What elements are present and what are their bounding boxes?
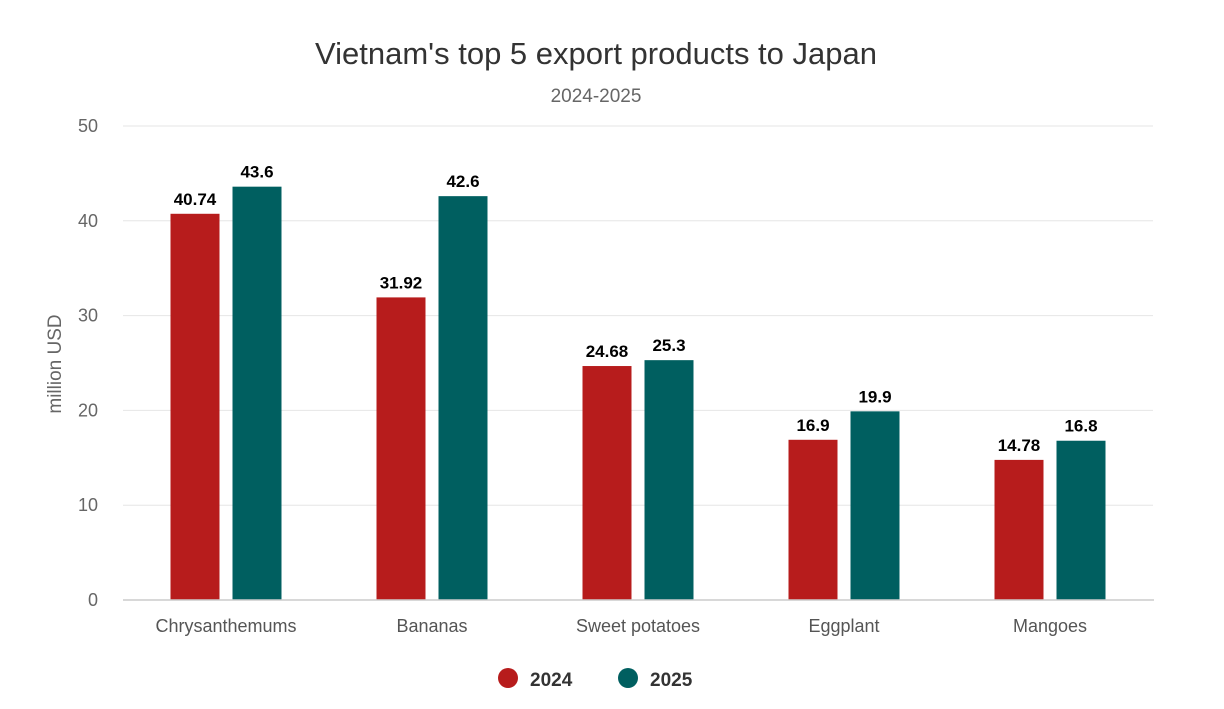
x-axis: Chrysanthemums Bananas Sweet potatoes Eggpl…: [123, 599, 1154, 636]
bar-2024-eggplant[interactable]: [788, 439, 838, 600]
legend-item-2025[interactable]: 2025: [618, 668, 693, 691]
data-label: 42.6: [446, 172, 479, 191]
bars: [170, 186, 1106, 601]
y-tick-label: 0: [88, 590, 98, 610]
x-tick-label: Eggplant: [808, 616, 879, 636]
data-label: 16.9: [796, 416, 829, 435]
bar-2025-eggplant[interactable]: [850, 411, 900, 600]
legend-label: 2024: [530, 670, 573, 691]
x-tick-label: Bananas: [396, 616, 467, 636]
legend: 2024 2025: [498, 668, 693, 691]
legend-marker: [498, 668, 518, 688]
bar-2024-bananas[interactable]: [376, 297, 426, 600]
x-tick-label: Sweet potatoes: [576, 616, 700, 636]
chart-subtitle: 2024-2025: [551, 86, 642, 107]
bar-2025-sweet-potatoes[interactable]: [644, 360, 694, 600]
data-label: 24.68: [586, 342, 629, 361]
data-label: 43.6: [240, 163, 273, 182]
bar-2025-bananas[interactable]: [438, 196, 488, 601]
bar-2025-mangoes[interactable]: [1056, 440, 1106, 600]
chart-title: Vietnam's top 5 export products to Japan: [315, 36, 877, 71]
gridlines: 0 10 20 30 40 50: [78, 116, 1153, 610]
y-axis-label: million USD: [45, 314, 66, 413]
y-tick-label: 30: [78, 306, 98, 326]
bar-2024-chrysanthemums[interactable]: [170, 213, 220, 601]
legend-item-2024[interactable]: 2024: [498, 668, 573, 691]
data-label: 16.8: [1064, 417, 1097, 436]
x-tick-label: Chrysanthemums: [155, 616, 296, 636]
y-tick-label: 50: [78, 116, 98, 136]
data-label: 25.3: [652, 336, 685, 355]
legend-label: 2025: [650, 670, 693, 691]
legend-marker: [618, 668, 638, 688]
bar-2025-chrysanthemums[interactable]: [232, 186, 282, 600]
data-label: 40.74: [174, 190, 217, 209]
y-tick-label: 40: [78, 211, 98, 231]
data-labels: 40.74 43.6 31.92 42.6 24.68 25.3 16.9 19.9 14.78…: [174, 163, 1098, 455]
data-label: 14.78: [998, 436, 1041, 455]
bar-2024-mangoes[interactable]: [994, 459, 1044, 600]
bar-2024-sweet-potatoes[interactable]: [582, 366, 632, 600]
y-tick-label: 20: [78, 400, 98, 420]
y-tick-label: 10: [78, 495, 98, 515]
data-label: 31.92: [380, 273, 423, 292]
data-label: 19.9: [858, 387, 891, 406]
x-tick-label: Mangoes: [1013, 616, 1087, 636]
